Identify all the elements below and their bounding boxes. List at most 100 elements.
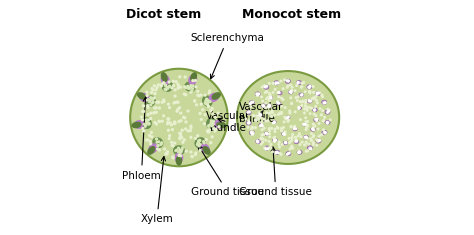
Circle shape: [169, 107, 171, 109]
Circle shape: [323, 129, 324, 131]
Circle shape: [294, 90, 296, 92]
Circle shape: [171, 141, 173, 143]
Ellipse shape: [255, 139, 261, 144]
Circle shape: [301, 101, 303, 103]
Circle shape: [257, 94, 259, 95]
Circle shape: [164, 84, 166, 86]
Circle shape: [173, 85, 174, 86]
Ellipse shape: [310, 128, 315, 131]
Circle shape: [201, 118, 202, 120]
Circle shape: [150, 118, 152, 119]
Circle shape: [181, 149, 183, 150]
Circle shape: [280, 80, 282, 82]
Circle shape: [298, 108, 300, 109]
Circle shape: [190, 86, 191, 88]
Circle shape: [178, 154, 180, 156]
Circle shape: [296, 140, 298, 142]
Circle shape: [188, 87, 190, 88]
Circle shape: [305, 117, 307, 119]
Circle shape: [291, 140, 292, 142]
Circle shape: [274, 89, 276, 90]
Circle shape: [313, 113, 315, 115]
Circle shape: [327, 122, 328, 124]
Circle shape: [157, 145, 159, 146]
Circle shape: [211, 125, 213, 127]
Circle shape: [203, 141, 204, 142]
Ellipse shape: [246, 121, 251, 125]
Circle shape: [282, 144, 283, 145]
Circle shape: [197, 144, 198, 145]
Circle shape: [260, 117, 262, 119]
Circle shape: [189, 88, 190, 90]
Circle shape: [197, 143, 199, 145]
Circle shape: [312, 86, 314, 87]
Circle shape: [281, 130, 283, 132]
Circle shape: [315, 118, 316, 120]
Circle shape: [149, 135, 151, 137]
Circle shape: [190, 151, 192, 153]
Circle shape: [185, 128, 187, 130]
Circle shape: [267, 148, 269, 149]
Circle shape: [258, 115, 260, 117]
Circle shape: [210, 101, 211, 102]
Ellipse shape: [277, 91, 282, 95]
Circle shape: [328, 110, 329, 112]
Circle shape: [174, 122, 176, 124]
Circle shape: [190, 130, 191, 132]
Circle shape: [142, 119, 144, 121]
Circle shape: [190, 91, 192, 93]
Circle shape: [174, 102, 176, 103]
Circle shape: [306, 106, 308, 108]
Circle shape: [312, 128, 313, 129]
Circle shape: [143, 123, 145, 125]
Circle shape: [271, 116, 273, 117]
Circle shape: [297, 96, 299, 98]
Circle shape: [291, 137, 293, 139]
Ellipse shape: [294, 140, 299, 144]
Circle shape: [269, 133, 270, 135]
Circle shape: [180, 86, 182, 88]
Circle shape: [260, 114, 261, 116]
Circle shape: [210, 122, 212, 123]
Circle shape: [327, 121, 328, 123]
Circle shape: [291, 103, 292, 104]
Circle shape: [215, 128, 217, 130]
Circle shape: [147, 106, 149, 108]
Circle shape: [185, 150, 187, 152]
Circle shape: [179, 149, 181, 151]
Circle shape: [208, 126, 210, 127]
Circle shape: [269, 106, 271, 107]
Circle shape: [276, 126, 278, 128]
Circle shape: [190, 127, 192, 129]
Circle shape: [197, 94, 199, 96]
Circle shape: [165, 85, 166, 86]
Circle shape: [319, 140, 320, 141]
Circle shape: [251, 132, 252, 133]
Circle shape: [187, 87, 189, 89]
Circle shape: [211, 108, 213, 110]
Circle shape: [268, 112, 270, 114]
Circle shape: [324, 132, 325, 133]
Circle shape: [146, 139, 147, 141]
Circle shape: [320, 114, 322, 116]
Circle shape: [248, 122, 249, 124]
Ellipse shape: [189, 75, 197, 84]
Circle shape: [177, 109, 179, 110]
Circle shape: [200, 144, 201, 145]
Ellipse shape: [249, 101, 254, 105]
Circle shape: [286, 154, 288, 155]
Ellipse shape: [176, 156, 182, 165]
Circle shape: [140, 116, 142, 118]
Circle shape: [297, 135, 299, 137]
Circle shape: [299, 152, 301, 153]
Circle shape: [175, 81, 177, 83]
Circle shape: [180, 133, 182, 134]
Circle shape: [290, 84, 292, 86]
Circle shape: [261, 134, 263, 136]
Circle shape: [177, 83, 179, 85]
Circle shape: [285, 142, 287, 144]
Circle shape: [252, 101, 254, 103]
Circle shape: [263, 118, 264, 120]
Circle shape: [248, 122, 250, 124]
Circle shape: [305, 121, 307, 123]
